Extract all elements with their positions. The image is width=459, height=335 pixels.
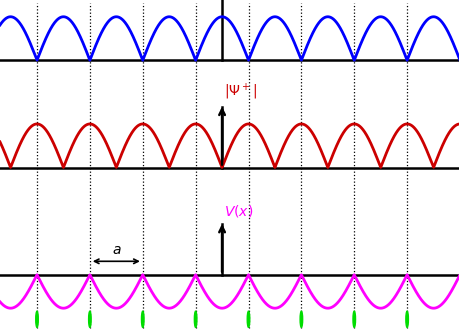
Text: $V(x)$: $V(x)$ bbox=[224, 203, 253, 219]
Text: $|\Psi^+|$: $|\Psi^+|$ bbox=[224, 82, 257, 102]
Ellipse shape bbox=[352, 311, 355, 327]
Ellipse shape bbox=[89, 311, 91, 327]
Ellipse shape bbox=[246, 311, 249, 327]
Ellipse shape bbox=[36, 311, 38, 327]
Text: $a$: $a$ bbox=[111, 243, 121, 257]
Ellipse shape bbox=[299, 311, 302, 327]
Ellipse shape bbox=[405, 311, 408, 327]
Ellipse shape bbox=[141, 311, 144, 327]
Ellipse shape bbox=[194, 311, 196, 327]
